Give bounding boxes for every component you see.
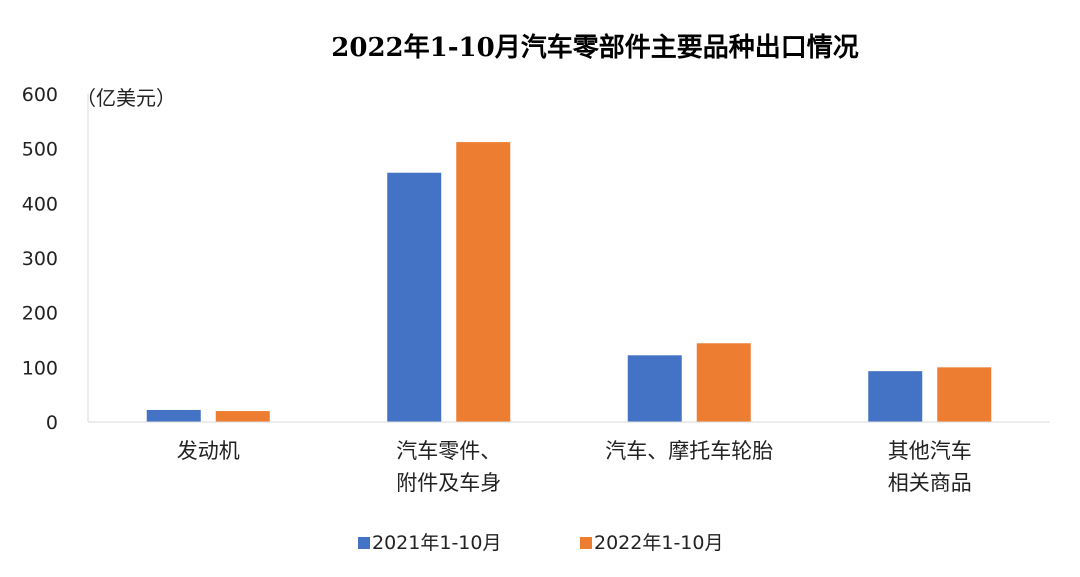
y-tick-label: 200 xyxy=(22,303,58,325)
chart-title: 2022年1-10月汽车零部件主要品种出口情况 xyxy=(331,32,858,63)
y-tick-label: 300 xyxy=(22,248,58,270)
y-tick-label: 400 xyxy=(22,193,58,215)
y-tick-label: 0 xyxy=(46,412,58,434)
bar xyxy=(215,411,270,422)
legend-label: 2022年1-10月 xyxy=(594,532,723,554)
bar xyxy=(627,355,682,422)
bar xyxy=(456,142,511,422)
x-tick-label: 汽车零件、 xyxy=(396,439,501,463)
bar xyxy=(146,409,201,422)
legend-swatch xyxy=(358,537,370,549)
legend: 2021年1-10月 2022年1-10月 xyxy=(358,532,723,554)
plot-area xyxy=(146,142,992,422)
bar xyxy=(937,367,992,422)
unit-label: （亿美元） xyxy=(76,86,176,110)
bar xyxy=(696,343,751,422)
legend-swatch xyxy=(580,537,592,549)
bar xyxy=(868,371,923,422)
legend-label: 2021年1-10月 xyxy=(372,532,501,554)
x-tick-label: 汽车、摩托车轮胎 xyxy=(605,439,773,463)
x-tick-label: 发动机 xyxy=(177,439,240,463)
y-axis: 0 100 200 300 400 500 600 xyxy=(22,84,89,434)
y-tick-label: 100 xyxy=(22,357,58,379)
y-tick-label: 500 xyxy=(22,139,58,161)
y-tick-label: 600 xyxy=(22,84,58,106)
x-tick-label: 附件及车身 xyxy=(396,471,501,495)
x-tick-label: 其他汽车 xyxy=(888,439,972,463)
bar xyxy=(387,172,442,422)
x-tick-label: 相关商品 xyxy=(888,471,972,495)
